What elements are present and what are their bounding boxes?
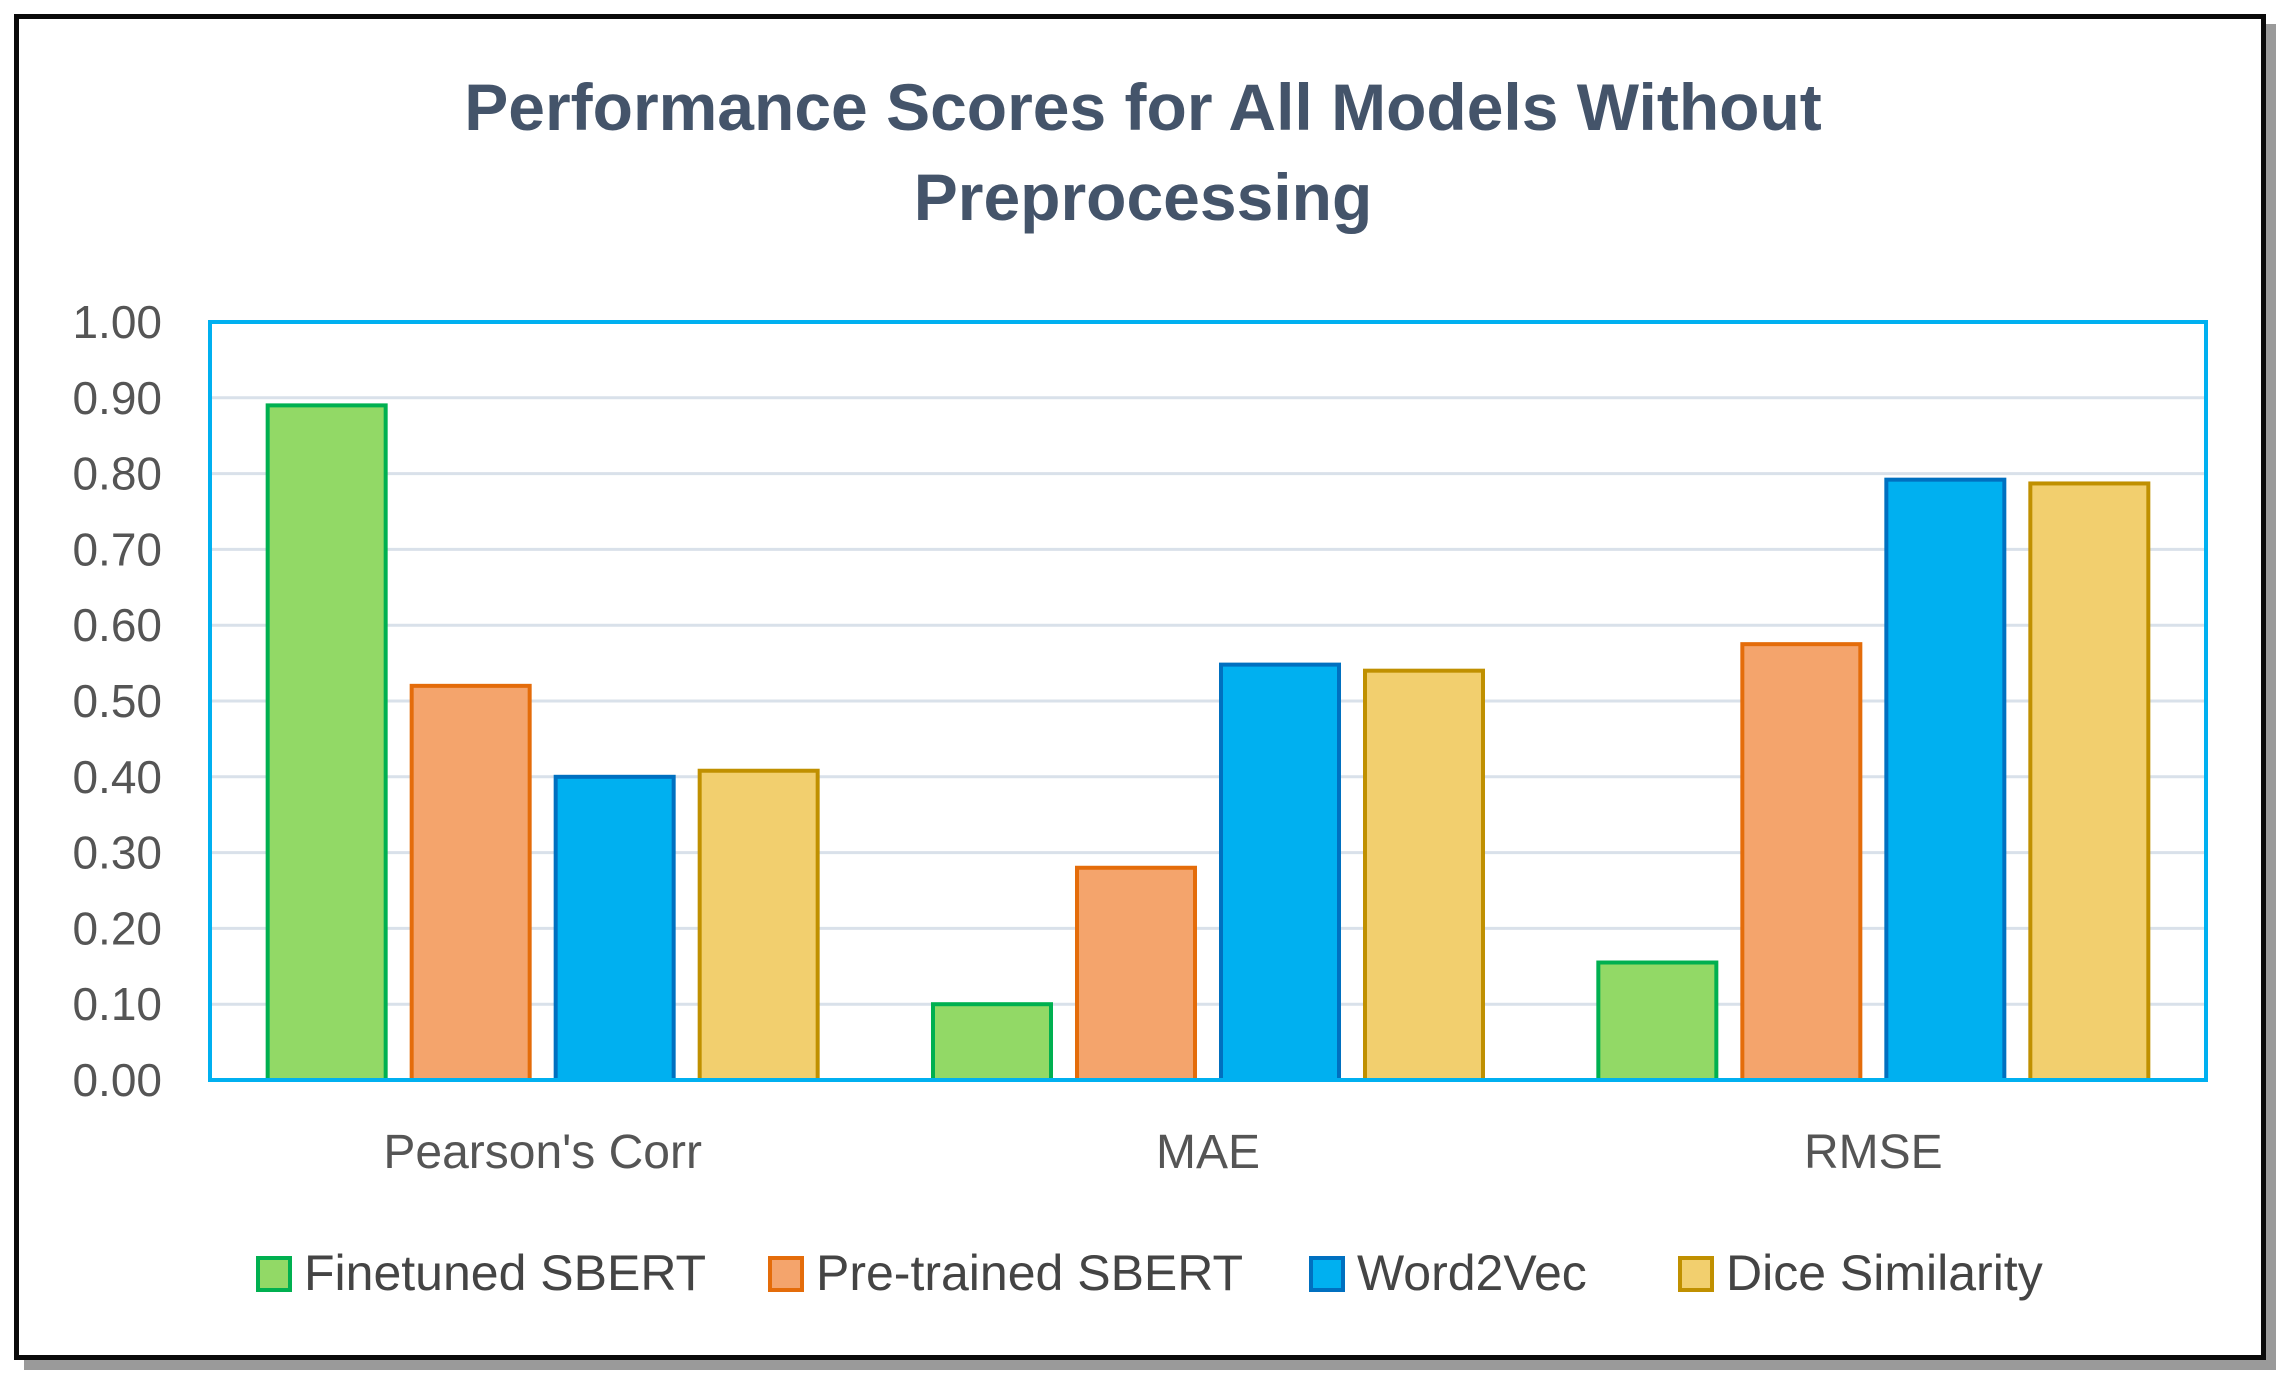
x-category-label: RMSE	[1804, 1126, 1943, 1179]
legend: Finetuned SBERT Pre-trained SBERT Word2Vec…	[256, 1245, 2043, 1301]
legend-swatch	[256, 1256, 292, 1292]
bar	[409, 683, 532, 1083]
legend-swatch	[1678, 1256, 1714, 1292]
y-tick-label: 0.50	[72, 675, 162, 727]
plot-area-border	[208, 320, 2208, 1082]
legend-label: Pre-trained SBERT	[816, 1245, 1243, 1301]
bar	[697, 768, 820, 1083]
legend-swatch	[1309, 1256, 1345, 1292]
y-tick-label: 1.00	[72, 296, 162, 348]
bar	[1363, 668, 1485, 1082]
y-tick-label: 0.40	[72, 751, 162, 803]
bar	[2028, 481, 2151, 1083]
legend-swatch	[768, 1256, 804, 1292]
chart-title-line-1: Performance Scores for All Models Withou…	[464, 70, 1822, 144]
x-category-label: Pearson's Corr	[383, 1126, 702, 1179]
bars	[265, 403, 2151, 1083]
y-tick-label: 0.70	[72, 523, 162, 575]
legend-label: Dice Similarity	[1726, 1245, 2043, 1301]
bar	[553, 774, 676, 1082]
y-tick-label: 0.10	[72, 978, 162, 1030]
bar	[1884, 477, 2007, 1082]
bar	[1596, 960, 1719, 1083]
x-category-label: MAE	[1156, 1126, 1260, 1179]
y-axis-ticks: 0.00 0.10 0.20 0.30 0.40 0.50 0.60 0.70 0.80 0.90…	[72, 296, 162, 1106]
y-tick-label: 0.80	[72, 448, 162, 500]
y-tick-label: 0.90	[72, 372, 162, 424]
legend-label: Finetuned SBERT	[304, 1245, 706, 1301]
y-tick-label: 0.00	[72, 1054, 162, 1106]
bar	[265, 403, 388, 1082]
y-tick-label: 0.30	[72, 827, 162, 879]
bar	[1740, 642, 1863, 1083]
x-axis-categories: Pearson's Corr MAE RMSE	[383, 1126, 1942, 1179]
chart-title-line-2: Preprocessing	[914, 160, 1373, 234]
bar	[1075, 865, 1197, 1083]
legend-label: Word2Vec	[1357, 1245, 1587, 1301]
bar	[1219, 662, 1341, 1083]
y-tick-label: 0.60	[72, 599, 162, 651]
bar	[931, 1002, 1053, 1083]
y-tick-label: 0.20	[72, 902, 162, 954]
